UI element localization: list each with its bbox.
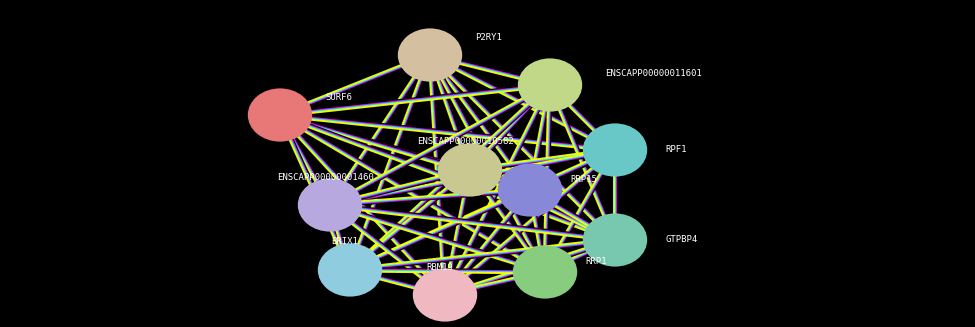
Ellipse shape	[318, 243, 382, 297]
Ellipse shape	[248, 88, 312, 142]
Text: ENSCAPP00000010582: ENSCAPP00000010582	[416, 137, 514, 146]
Text: BRIX1: BRIX1	[332, 237, 359, 247]
Text: RRP15: RRP15	[570, 176, 597, 184]
Ellipse shape	[498, 164, 563, 216]
Ellipse shape	[438, 144, 502, 197]
Text: RRP1: RRP1	[585, 257, 606, 267]
Text: ENSCAPP00000011601: ENSCAPP00000011601	[605, 68, 702, 77]
Text: P2RY1: P2RY1	[475, 32, 502, 42]
Text: SURF6: SURF6	[325, 93, 352, 101]
Text: GTPBP4: GTPBP4	[665, 235, 697, 245]
Ellipse shape	[297, 179, 362, 232]
Ellipse shape	[583, 123, 647, 177]
Text: ENSCAPP00000001460: ENSCAPP00000001460	[277, 173, 373, 181]
Text: RBM19: RBM19	[427, 263, 453, 271]
Ellipse shape	[398, 28, 462, 82]
Ellipse shape	[583, 214, 647, 267]
Ellipse shape	[518, 59, 582, 112]
Ellipse shape	[412, 268, 477, 321]
Ellipse shape	[513, 245, 577, 299]
Text: RPF1: RPF1	[665, 146, 686, 154]
